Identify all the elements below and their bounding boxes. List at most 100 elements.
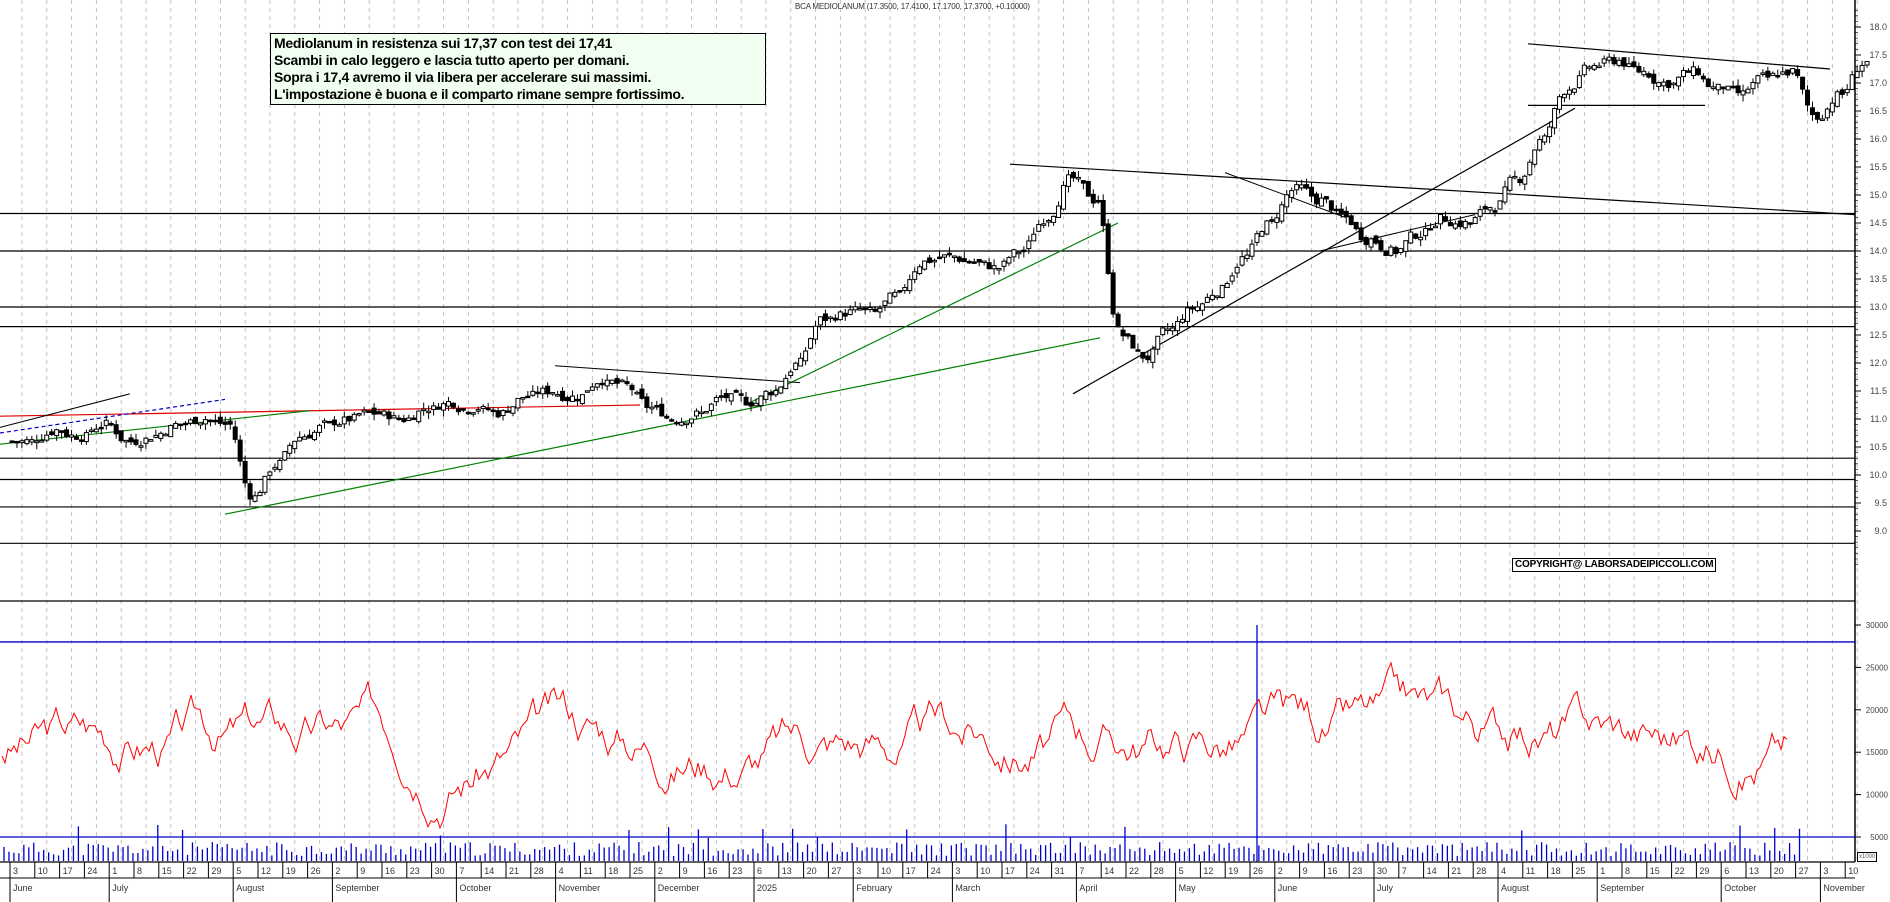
axis-label: 7 (1079, 866, 1084, 876)
axis-label: 28 (1476, 866, 1486, 876)
trendline-black (0, 393, 131, 428)
axis-label: 2 (1278, 866, 1283, 876)
axis-label: February (856, 883, 893, 893)
axis-label: September (335, 883, 379, 893)
axis-label: 7 (459, 866, 464, 876)
axis-label: 23 (1352, 866, 1362, 876)
trendline-black-4 (1319, 214, 1476, 252)
axis-label: 13 (1749, 866, 1759, 876)
axis-label: 16 (385, 866, 395, 876)
axis-label: October (459, 883, 491, 893)
axis-label: 22 (187, 866, 197, 876)
axis-label: July (112, 883, 129, 893)
axis-label: 3 (13, 866, 18, 876)
axis-label: 6 (1724, 866, 1729, 876)
axis-label: 9 (1303, 866, 1308, 876)
axis-label: 2025 (757, 883, 777, 893)
axis-label: 4 (559, 866, 564, 876)
axis-label: 14 (1104, 866, 1114, 876)
axis-label: 5 (1179, 866, 1184, 876)
axis-label: 9.0 (1874, 526, 1887, 536)
axis-label: 14.5 (1869, 218, 1887, 228)
axis-label: 15 (162, 866, 172, 876)
trendline-black-2 (554, 365, 801, 384)
axis-label: 8 (1625, 866, 1630, 876)
axis-label: 14 (484, 866, 494, 876)
resistance-line-red (0, 404, 641, 417)
axis-label: 6 (757, 866, 762, 876)
trendline-green-long (224, 337, 1101, 515)
axis-label: 10.0 (1869, 470, 1887, 480)
axis-label: 16.0 (1869, 134, 1887, 144)
axis-label: 12.0 (1869, 358, 1887, 368)
axis-label: 25000 (1866, 663, 1889, 672)
axis-label: 13.0 (1869, 302, 1887, 312)
axis-label: 16.5 (1869, 106, 1887, 116)
axis-label: 21 (509, 866, 519, 876)
axis-label: 12 (261, 866, 271, 876)
axis-label: July (1377, 883, 1394, 893)
analysis-note: Mediolanum in resistenza sui 17,37 con t… (270, 33, 766, 105)
axis-label: 11 (583, 866, 592, 876)
axis-label: 12.5 (1869, 330, 1887, 340)
axis-label: 28 (534, 866, 544, 876)
resistance-downtrend (1527, 43, 1831, 70)
trendline-blue-dashed (0, 398, 226, 434)
axis-label: 8 (137, 866, 142, 876)
axis-label: 13 (782, 866, 792, 876)
axis-label: 20 (1774, 866, 1784, 876)
axis-label: 18.0 (1869, 22, 1887, 32)
axis-label: 30000 (1866, 621, 1889, 630)
axis-label: 20 (807, 866, 817, 876)
axis-label: November (559, 883, 601, 893)
axis-label: 10 (38, 866, 48, 876)
axis-label: 15.0 (1869, 190, 1887, 200)
axis-label: 11 (1526, 866, 1535, 876)
axis-label: March (955, 883, 980, 893)
axis-label: 29 (1699, 866, 1709, 876)
axis-label: 18 (1551, 866, 1561, 876)
axis-label: 24 (87, 866, 97, 876)
oscillator-line (1, 661, 1788, 830)
axis-label: 14.0 (1869, 246, 1887, 256)
axis-label: 4 (1501, 866, 1506, 876)
axis-label: October (1724, 883, 1756, 893)
volume-unit-label: x1000 (1857, 852, 1878, 862)
axis-label: 25 (1575, 866, 1585, 876)
axis-label: 9 (683, 866, 688, 876)
axis-label: 11.0 (1870, 414, 1887, 424)
axis-label: 5000 (1870, 833, 1888, 842)
axis-label: 1 (112, 866, 117, 876)
candlesticks (9, 53, 1870, 506)
axis-label: 10 (1848, 866, 1858, 876)
axis-label: 18 (608, 866, 618, 876)
axis-label: 21 (1451, 866, 1461, 876)
axis-label: 17.5 (1869, 50, 1887, 60)
axis-label: 25 (633, 866, 643, 876)
axis-label: 17 (1005, 866, 1015, 876)
axis-label: 9.5 (1874, 498, 1887, 508)
axis-label: 5 (236, 866, 241, 876)
axis-label: 22 (1675, 866, 1685, 876)
axis-label: December (658, 883, 700, 893)
axis-label: 10 (881, 866, 891, 876)
axis-label: 1 (1600, 866, 1605, 876)
axis-label: April (1079, 883, 1097, 893)
note-line-2: Scambi in calo leggero e lascia tutto ap… (274, 52, 630, 68)
axis-label: 27 (1799, 866, 1809, 876)
trendline-green-2 (744, 222, 1119, 406)
axis-label: 12 (1203, 866, 1213, 876)
axis-label: 7 (1402, 866, 1407, 876)
axis-label: 16 (1327, 866, 1337, 876)
axis-label: 19 (286, 866, 296, 876)
axis-label: 3 (856, 866, 861, 876)
axis-label: 19 (1228, 866, 1238, 876)
axis-label: 14 (1427, 866, 1437, 876)
axis-label: 30 (1377, 866, 1387, 876)
axis-label: 13.5 (1869, 274, 1887, 284)
note-line-4: L'impostazione è buona e il comparto rim… (274, 86, 685, 102)
note-line-3: Sopra i 17,4 avremo il via libera per ac… (274, 69, 652, 85)
axis-label: 27 (831, 866, 841, 876)
axis-label: 10 (980, 866, 990, 876)
